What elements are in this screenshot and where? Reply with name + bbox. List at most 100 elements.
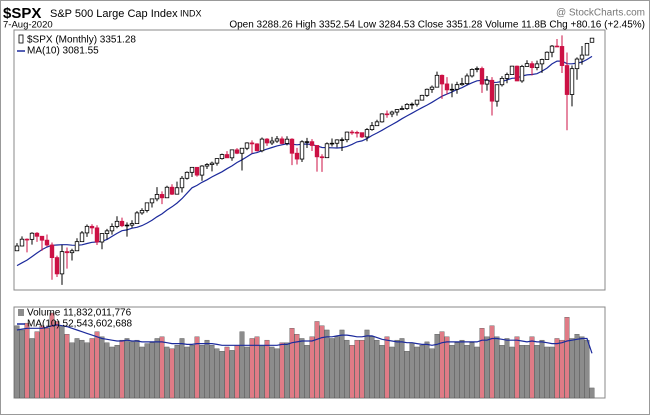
candle-body bbox=[24, 238, 30, 241]
candle-body bbox=[144, 202, 150, 211]
candle-body bbox=[549, 45, 555, 53]
volume-ma-line bbox=[16, 324, 593, 354]
candle-body bbox=[449, 88, 455, 91]
volume-bar bbox=[29, 338, 35, 399]
candle-body bbox=[169, 186, 175, 195]
candle-body bbox=[54, 257, 60, 275]
volume-bar bbox=[509, 346, 515, 399]
candle-body bbox=[114, 220, 120, 227]
candle-body bbox=[99, 233, 105, 243]
volume-bar bbox=[424, 341, 430, 399]
candle-body bbox=[314, 145, 320, 158]
candle-body bbox=[389, 111, 395, 115]
candle-body bbox=[19, 238, 25, 247]
volume-bar bbox=[549, 346, 555, 399]
candle-body bbox=[499, 78, 505, 86]
candle-body bbox=[369, 125, 375, 131]
candle-body bbox=[209, 162, 215, 165]
candle-body bbox=[484, 79, 490, 85]
candle-body bbox=[124, 224, 130, 227]
volume-bar bbox=[414, 346, 420, 399]
candle-body bbox=[294, 152, 300, 160]
volume-bar bbox=[464, 345, 470, 399]
volume-bar bbox=[74, 338, 80, 399]
candle-body bbox=[179, 177, 185, 189]
volume-bar bbox=[379, 345, 385, 399]
candle-body bbox=[489, 79, 495, 102]
volume-bar bbox=[534, 345, 540, 399]
candle-body bbox=[14, 245, 20, 252]
candle-body bbox=[399, 108, 405, 110]
volume-bar bbox=[479, 328, 485, 399]
candle-body bbox=[234, 149, 240, 154]
candle-body bbox=[569, 68, 575, 95]
exchange: INDX bbox=[180, 8, 202, 18]
candle-body bbox=[164, 186, 170, 199]
price-panel bbox=[13, 29, 606, 291]
volume-bar bbox=[194, 336, 200, 399]
volume-bar bbox=[159, 336, 165, 399]
candle-body bbox=[334, 139, 340, 144]
volume-bar bbox=[319, 325, 325, 399]
volume-bar bbox=[364, 329, 370, 399]
candle-body bbox=[439, 74, 445, 85]
volume-bar bbox=[389, 346, 395, 399]
candle-body bbox=[49, 244, 55, 259]
candle-body bbox=[139, 210, 145, 214]
candle-body bbox=[174, 187, 180, 195]
candle-body bbox=[509, 65, 515, 75]
candle-body bbox=[349, 131, 355, 134]
legend-label: MA(10) 52,543,602,688 bbox=[27, 319, 133, 330]
volume-bar bbox=[59, 325, 65, 399]
candle-body bbox=[84, 225, 90, 234]
volume-bar bbox=[279, 342, 285, 399]
candle-body bbox=[134, 212, 140, 224]
volume-bar bbox=[304, 345, 310, 399]
candle-body bbox=[564, 65, 570, 95]
volume-bar bbox=[394, 339, 400, 399]
volume-bar bbox=[99, 336, 105, 399]
volume-bar bbox=[384, 336, 390, 399]
candle-body bbox=[579, 54, 585, 60]
volume-bar bbox=[199, 345, 205, 399]
volume-bar bbox=[494, 336, 500, 399]
candle-body bbox=[359, 132, 365, 138]
volume-bar bbox=[544, 346, 550, 399]
volume-bar bbox=[114, 345, 120, 399]
volume-bar bbox=[119, 339, 125, 399]
candle-body bbox=[224, 154, 230, 159]
candle-body bbox=[259, 138, 265, 152]
volume-bar bbox=[89, 338, 95, 399]
candle-body bbox=[59, 251, 65, 275]
candle-body bbox=[319, 156, 325, 159]
volume-bar bbox=[69, 342, 75, 399]
candle-body bbox=[299, 141, 305, 160]
candle-body bbox=[419, 94, 425, 101]
volume-bar bbox=[474, 346, 480, 399]
candle-body bbox=[459, 83, 465, 86]
volume-bar bbox=[204, 339, 210, 399]
candle-body bbox=[229, 149, 235, 159]
volume-bar bbox=[569, 338, 575, 399]
candle-body bbox=[404, 103, 410, 109]
symbol: $SPX bbox=[3, 5, 41, 22]
candle-body bbox=[284, 138, 290, 144]
candle-body bbox=[39, 235, 45, 241]
candle-body bbox=[469, 69, 475, 77]
volume-bar bbox=[249, 338, 255, 399]
volume-bar bbox=[149, 342, 155, 399]
volume-bar bbox=[294, 334, 300, 399]
volume-bar bbox=[174, 345, 180, 399]
volume-bar bbox=[144, 343, 150, 399]
volume-bar bbox=[589, 387, 595, 399]
volume-bar bbox=[189, 345, 195, 399]
volume-bar bbox=[314, 321, 320, 399]
candle-body bbox=[339, 139, 345, 141]
candle-body bbox=[269, 140, 275, 144]
candle-body bbox=[94, 227, 100, 243]
candle-body bbox=[394, 109, 400, 113]
volume-bar bbox=[554, 338, 560, 399]
volume-bar bbox=[404, 351, 410, 399]
volume-bar bbox=[269, 346, 275, 399]
candle-body bbox=[539, 59, 545, 65]
